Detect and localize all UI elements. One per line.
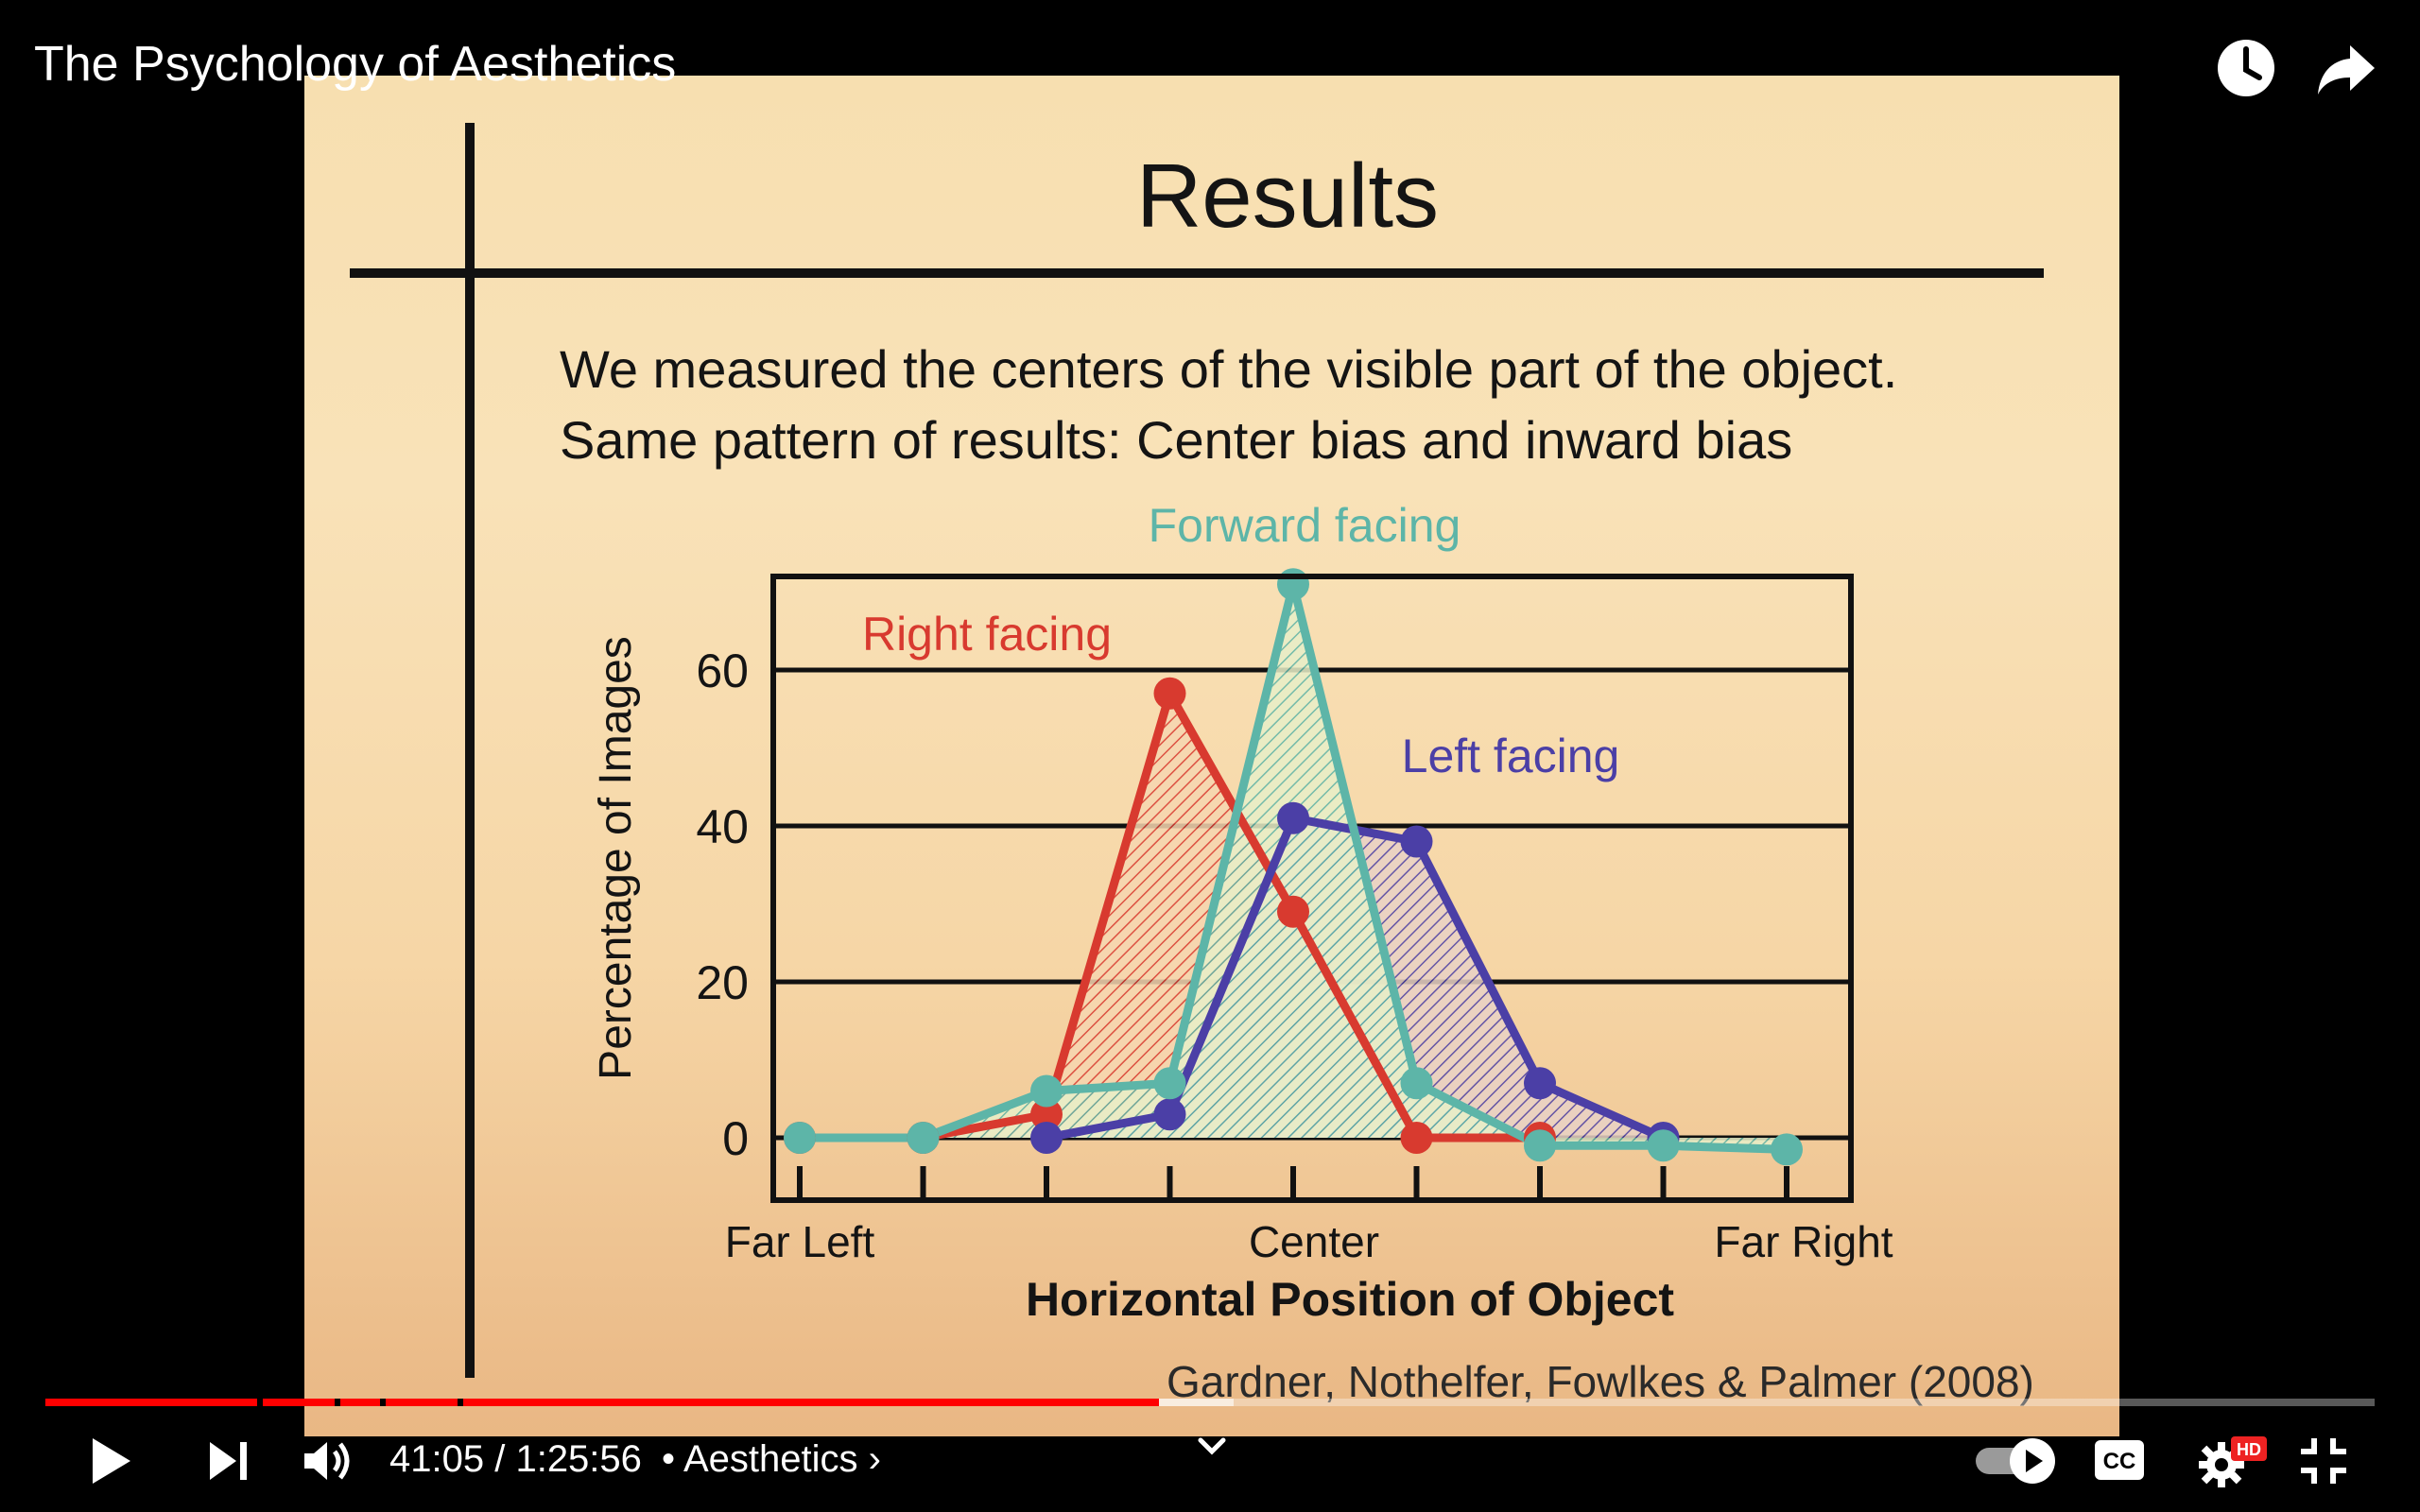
x-tick-label: Far Right xyxy=(1714,1217,1893,1266)
settings-icon[interactable]: HD xyxy=(2195,1433,2271,1489)
progress-bar[interactable] xyxy=(45,1399,2375,1406)
time-display: 41:05 / 1:25:56 • Aesthetics › xyxy=(389,1438,881,1481)
data-point xyxy=(1277,801,1309,834)
next-icon[interactable] xyxy=(206,1438,251,1484)
data-point xyxy=(1030,1122,1063,1154)
exit-fullscreen-icon[interactable] xyxy=(2299,1436,2348,1486)
y-axis-title: Percentage of Images xyxy=(591,636,641,1080)
citation: Gardner, Nothelfer, Fowlkes & Palmer (20… xyxy=(1167,1357,2034,1406)
slide-title: Results xyxy=(1136,146,1439,247)
x-tick-label: Far Left xyxy=(725,1217,875,1266)
autoplay-toggle-icon[interactable] xyxy=(1974,1436,2061,1486)
plot-frame xyxy=(770,574,1854,1203)
line-chart: 0 20 40 60 Far Left Center Far Right Right fa… xyxy=(591,499,1893,1326)
chapter-marker xyxy=(257,1399,263,1406)
data-point xyxy=(1400,825,1433,858)
chevron-down-icon[interactable] xyxy=(1193,1427,1231,1465)
video-frame[interactable]: Results We measured the centers of the v… xyxy=(304,76,2119,1436)
x-axis-title: Horizontal Position of Object xyxy=(1026,1273,1674,1326)
data-point xyxy=(907,1122,940,1154)
data-point xyxy=(1153,1098,1186,1131)
slide-canvas: Results We measured the centers of the v… xyxy=(350,123,2044,1406)
y-tick-label: 0 xyxy=(722,1112,749,1165)
total-time: 1:25:56 xyxy=(515,1438,642,1480)
series-label: Left facing xyxy=(1402,730,1620,782)
data-point xyxy=(1030,1098,1063,1131)
series-area xyxy=(800,584,1787,1150)
chapter-marker xyxy=(380,1399,386,1406)
data-point xyxy=(1771,1133,1803,1166)
volume-icon[interactable] xyxy=(301,1436,355,1486)
data-point xyxy=(1524,1067,1556,1100)
y-tick-label: 40 xyxy=(696,800,749,853)
slide-text-line1: We measured the centers of the visible p… xyxy=(560,339,1897,399)
hd-badge: HD xyxy=(2237,1440,2261,1459)
data-point xyxy=(1647,1129,1680,1162)
clock-icon[interactable] xyxy=(2212,34,2280,102)
chapter-marker xyxy=(335,1399,340,1406)
data-point xyxy=(784,1122,816,1154)
progress-played xyxy=(45,1399,1159,1406)
svg-text:CC: CC xyxy=(2103,1449,2136,1474)
data-point xyxy=(1277,895,1309,928)
time-separator: / xyxy=(484,1438,516,1480)
chapter-title[interactable]: • Aesthetics › xyxy=(662,1438,881,1480)
play-icon[interactable] xyxy=(87,1435,136,1487)
data-point xyxy=(1400,1067,1433,1100)
y-tick-label: 60 xyxy=(696,644,749,697)
series-label: Right facing xyxy=(862,608,1112,661)
share-icon[interactable] xyxy=(2312,34,2380,102)
data-point xyxy=(1030,1074,1063,1108)
current-time: 41:05 xyxy=(389,1438,485,1480)
series-label: Forward facing xyxy=(1149,499,1461,552)
slide-text-line2: Same pattern of results: Center bias and… xyxy=(560,410,1792,470)
data-point xyxy=(1277,568,1309,601)
data-point xyxy=(1153,1067,1186,1100)
y-tick-label: 20 xyxy=(696,956,749,1009)
data-point xyxy=(1524,1129,1556,1162)
data-point xyxy=(1400,1122,1433,1154)
data-point xyxy=(1153,677,1186,710)
captions-icon[interactable]: CC xyxy=(2093,1438,2146,1482)
chapter-marker xyxy=(458,1399,463,1406)
x-tick-label: Center xyxy=(1249,1217,1379,1266)
video-title[interactable]: The Psychology of Aesthetics xyxy=(34,37,677,92)
